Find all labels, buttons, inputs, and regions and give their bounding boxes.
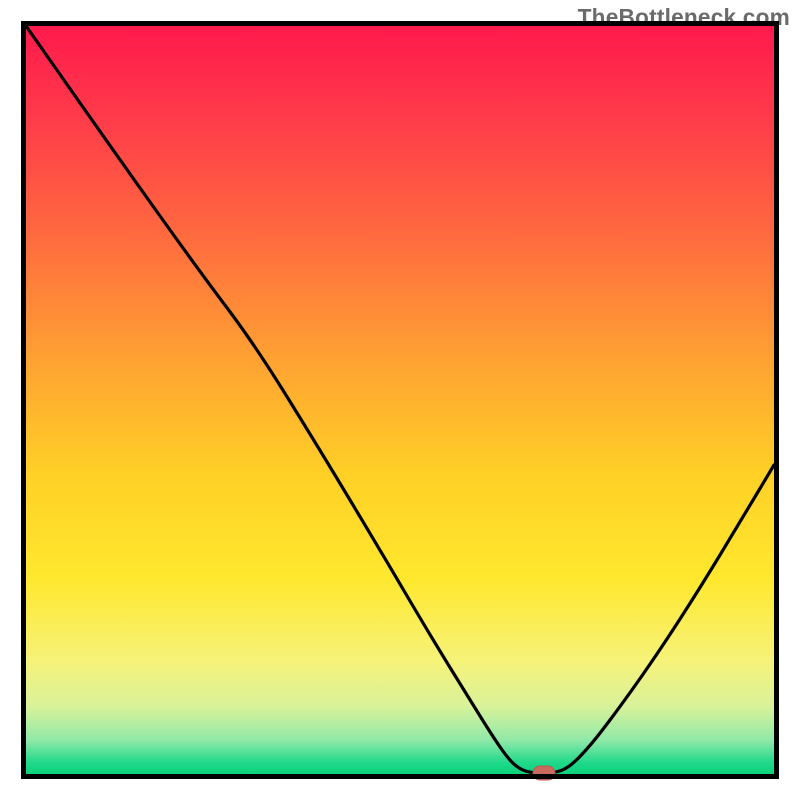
bottleneck-chart (0, 0, 800, 800)
plot-background (26, 26, 774, 774)
chart-container: TheBottleneck.com (0, 0, 800, 800)
